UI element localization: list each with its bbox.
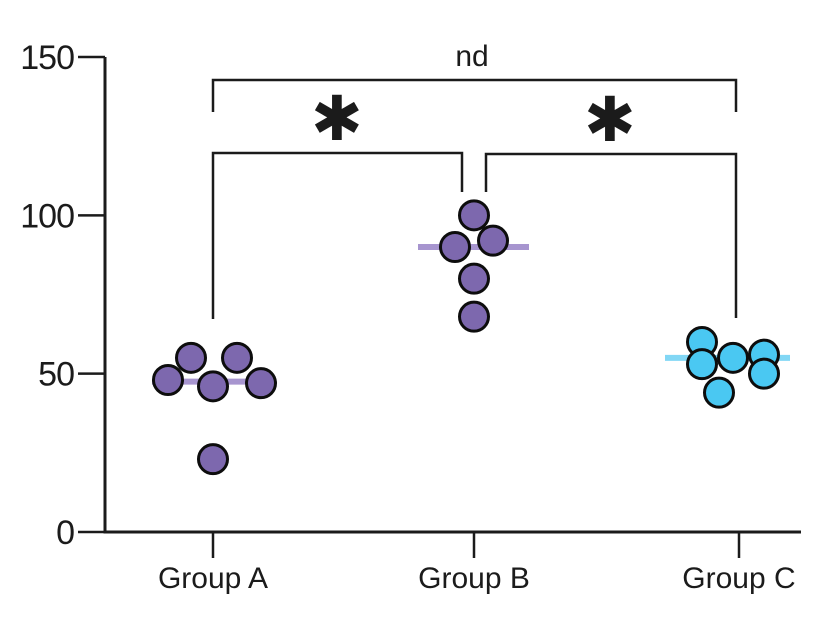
significance-label-1: nd (455, 40, 488, 73)
data-point-group-b (458, 300, 490, 333)
y-tick-label-50: 50 (38, 356, 74, 394)
data-point-group-b (477, 224, 509, 257)
data-point-group-c (717, 341, 749, 374)
significance-bracket-3 (484, 152, 738, 318)
significance-label-3: ✱ (584, 83, 636, 156)
data-point-group-a (152, 364, 184, 396)
data-point-group-c (748, 357, 780, 390)
y-tick-label-100: 100 (20, 197, 74, 235)
data-point-group-b (458, 262, 490, 295)
data-point-group-a (221, 341, 253, 374)
x-axis-label-group-b: Group B (418, 562, 530, 595)
significance-bracket-1 (211, 78, 738, 112)
data-point-group-b (439, 231, 471, 263)
x-axis-label-group-c: Group C (682, 562, 795, 595)
data-point-group-c (703, 376, 735, 409)
data-point-group-a (175, 341, 207, 374)
y-tick-label-150: 150 (20, 39, 74, 77)
y-tick-label-0: 0 (56, 514, 74, 552)
data-point-group-b (458, 199, 490, 232)
significance-bracket-2 (211, 151, 464, 319)
x-axis-label-group-a: Group A (158, 562, 268, 595)
data-point-group-a (197, 443, 229, 476)
data-point-group-a (197, 370, 229, 403)
data-point-group-a (245, 367, 277, 400)
data-point-group-c (686, 348, 718, 381)
significance-label-2: ✱ (311, 82, 363, 155)
